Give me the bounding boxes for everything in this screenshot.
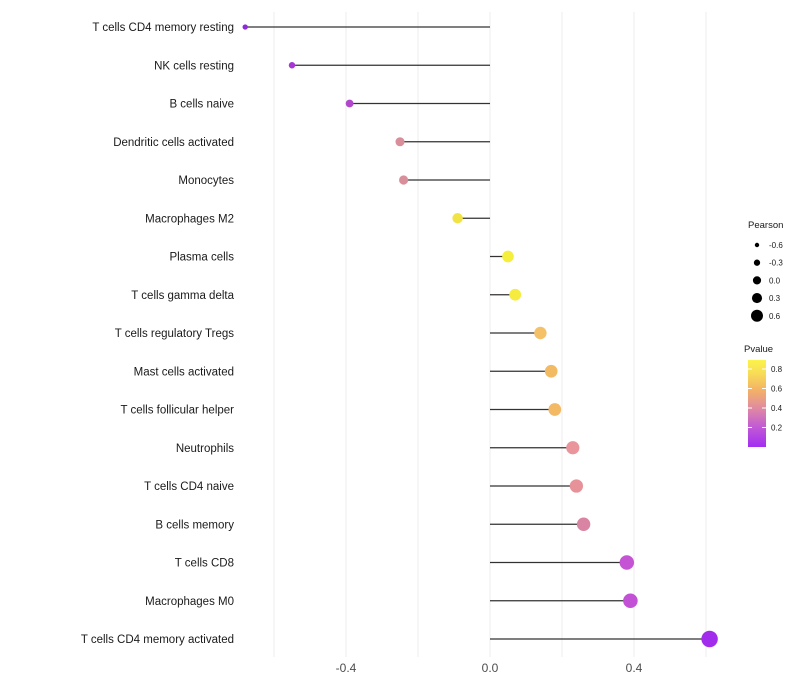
data-point [548,403,562,416]
size-legend-key [752,276,762,285]
category-label: Monocytes [178,175,234,187]
data-point [345,99,354,108]
colorbar-label: 0.8 [771,365,783,374]
size-legend-label: -0.6 [769,241,783,250]
size-legend-label: 0.0 [769,276,781,285]
category-label: T cells CD4 naive [144,481,234,493]
x-tick-label: 0.0 [482,661,499,675]
data-point [452,213,463,224]
category-label: B cells naive [169,99,234,111]
category-label: Macrophages M0 [145,596,234,608]
category-label: Macrophages M2 [145,213,234,225]
data-point [534,326,547,340]
data-point [619,555,635,570]
size-legend-key [753,259,761,266]
category-label: T cells CD4 memory resting [92,22,234,34]
data-point [502,250,514,263]
data-point [701,630,718,648]
data-point [395,137,405,147]
category-label: T cells regulatory Tregs [115,328,235,340]
category-label: B cells memory [155,519,234,531]
data-point [544,364,558,378]
size-legend-label: 0.6 [769,312,781,321]
colorbar-label: 0.2 [771,424,783,433]
size-legend-label: -0.3 [769,259,783,268]
category-label: Plasma cells [169,252,234,264]
data-point [576,517,591,531]
data-point [288,62,296,69]
data-point [242,24,248,30]
color-legend-title: Pvalue [744,344,773,355]
colorbar-label: 0.6 [771,385,783,394]
category-label: T cells CD4 memory activated [81,634,234,646]
data-point [569,479,584,493]
size-legend-key [750,309,764,322]
data-point [566,441,580,455]
x-tick-label: -0.4 [336,661,357,675]
category-label: NK cells resting [154,60,234,72]
size-legend-key [754,242,760,248]
category-label: Neutrophils [176,443,234,455]
category-label: T cells CD8 [175,558,234,570]
pvalue-colorbar [748,360,766,447]
x-tick-label: 0.4 [626,661,643,675]
colorbar-label: 0.4 [771,404,783,413]
size-legend-title: Pearson [748,220,783,231]
category-label: Dendritic cells activated [113,137,234,149]
data-point [399,175,409,185]
category-label: T cells gamma delta [131,290,234,302]
data-point [623,593,638,609]
size-legend-label: 0.3 [769,294,781,303]
data-point [509,288,522,301]
size-legend-key [751,293,763,304]
category-label: T cells follicular helper [120,405,234,417]
category-label: Mast cells activated [134,366,234,378]
